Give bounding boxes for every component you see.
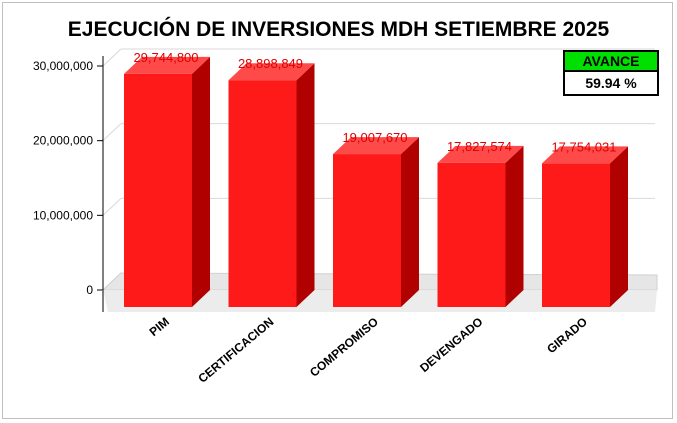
bar (437, 162, 506, 307)
gridline-diagonal (102, 123, 122, 142)
data-label: 17,754,031 (551, 139, 616, 154)
bar (542, 163, 610, 307)
data-label: 29,744,800 (133, 50, 198, 65)
bar-top (542, 146, 628, 164)
data-label: 19,007,670 (342, 130, 407, 145)
y-tick-label: 30,000,000 (33, 59, 93, 73)
avance-box: AVANCE 59.94 % (563, 50, 659, 96)
gridline-diagonal (102, 197, 122, 216)
bar (124, 73, 192, 308)
data-label: 17,827,574 (447, 139, 512, 154)
bar (333, 154, 401, 307)
bar-top (124, 56, 210, 74)
bar-side (296, 63, 315, 308)
bar-top (437, 145, 524, 163)
y-tick-label: 10,000,000 (33, 208, 93, 222)
avance-value: 59.94 % (563, 72, 659, 96)
bar-top (333, 137, 419, 155)
avance-label: AVANCE (563, 50, 659, 72)
y-tick-label: 0 (86, 283, 93, 297)
bar-side (610, 146, 628, 307)
x-category-label: DEVENGADO (417, 315, 485, 375)
y-tick-label: 20,000,000 (33, 134, 93, 148)
bar-side (192, 56, 210, 308)
gridline-diagonal (102, 48, 122, 67)
bar-top (228, 63, 315, 81)
bar-side (505, 145, 524, 307)
x-category-label: COMPROMISO (307, 315, 381, 380)
x-category-label: CERTIFICACION (195, 315, 276, 386)
bar (228, 80, 297, 307)
x-category-label: PIM (147, 315, 172, 339)
chart-title: EJECUCIÓN DE INVERSIONES MDH SETIEMBRE 2… (67, 18, 610, 41)
bar-side (401, 137, 419, 307)
x-category-label: GIRADO (544, 315, 590, 357)
data-label: 28,898,849 (238, 56, 303, 71)
